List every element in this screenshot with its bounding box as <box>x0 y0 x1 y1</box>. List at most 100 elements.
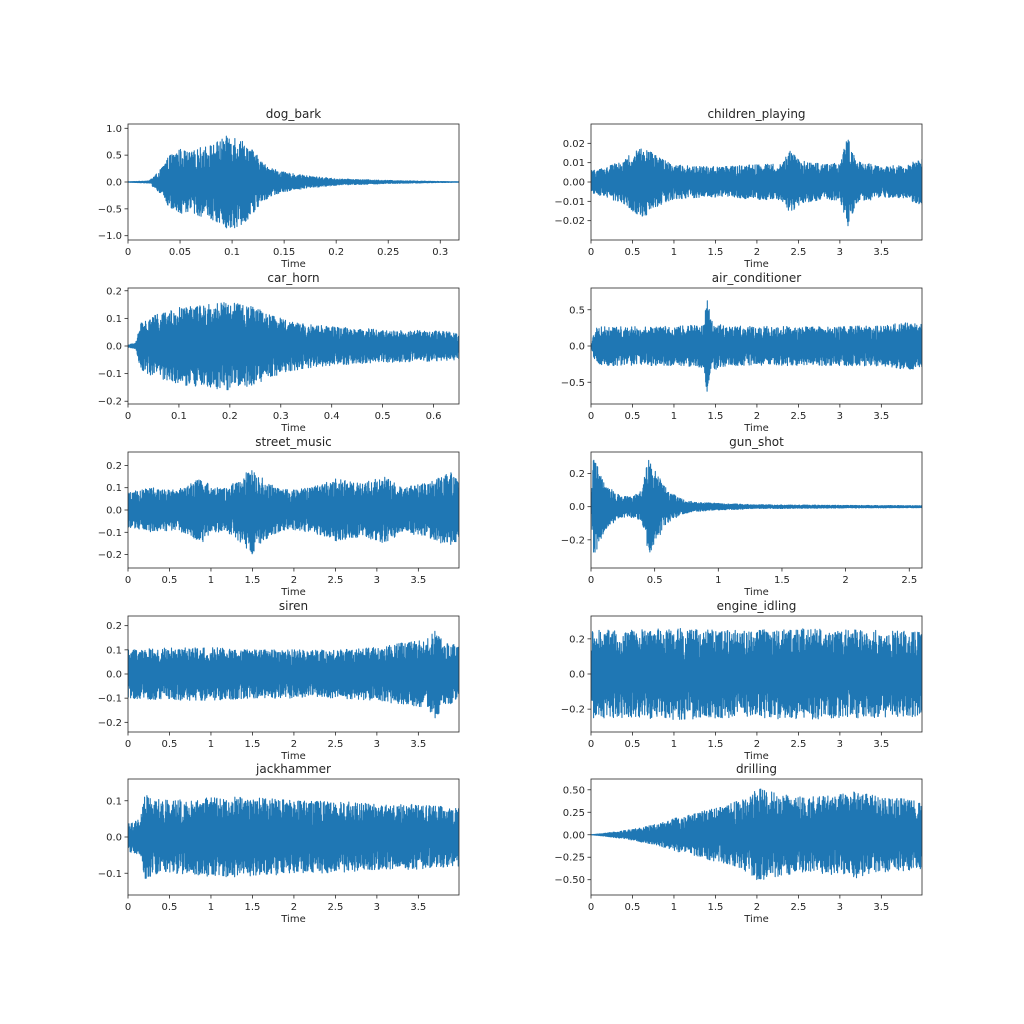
y-tick-label: 0.50 <box>563 785 585 796</box>
waveform-line <box>591 628 922 720</box>
y-tick-label: 0.1 <box>106 645 122 656</box>
waveform-line <box>591 788 922 881</box>
x-tick-label: 3 <box>837 739 843 750</box>
x-tick-label: 0.4 <box>324 411 340 422</box>
y-tick-label: 0.2 <box>569 634 585 645</box>
x-tick-label: 1 <box>208 902 214 913</box>
waveform-line <box>128 630 459 719</box>
subplot-gun_shot: 0 0.5 1 1.5 2 2.5 −0.2 0.0 0.2 gun_shot Time <box>561 435 923 598</box>
x-tick-label: 3 <box>374 575 380 586</box>
x-tick-label: 3.5 <box>873 411 889 422</box>
subplot-air_conditioner: 0 0.5 1 1.5 2 2.5 3 3.5 −0.5 0.0 0.5 air_conditione… <box>561 271 923 434</box>
x-tick-label: 3 <box>837 411 843 422</box>
y-tick-label: −0.2 <box>561 705 585 716</box>
x-tick-label: 2 <box>754 739 760 750</box>
x-tick-label: 1 <box>671 902 677 913</box>
y-tick-label: −0.1 <box>98 528 122 539</box>
x-tick-label: 3.5 <box>410 575 426 586</box>
x-tick-label: 0.1 <box>224 247 240 258</box>
x-tick-label: 0 <box>125 411 131 422</box>
x-tick-label: 1.5 <box>244 739 260 750</box>
subplot-title: car_horn <box>267 271 319 285</box>
subplot-title: street_music <box>255 435 332 449</box>
x-tick-label: 2.5 <box>327 575 343 586</box>
x-tick-label: 1.5 <box>707 411 723 422</box>
subplot-title: engine_idling <box>717 599 797 613</box>
waveform-line <box>128 795 459 879</box>
subplot-dog_bark: 0 0.05 0.1 0.15 0.2 0.25 0.3 −1.0 −0.5 0.0 0.5 1.0 d… <box>98 107 460 270</box>
x-tick-label: 0.5 <box>625 247 641 258</box>
x-tick-label: 0 <box>125 739 131 750</box>
x-tick-label: 0 <box>588 902 594 913</box>
y-tick-label: −0.2 <box>561 535 585 546</box>
y-tick-label: 1.0 <box>106 124 122 135</box>
x-axis-label: Time <box>743 259 768 270</box>
x-tick-label: 1.5 <box>707 247 723 258</box>
x-tick-label: 3.5 <box>873 247 889 258</box>
x-tick-label: 3 <box>374 739 380 750</box>
x-tick-label: 2.5 <box>790 247 806 258</box>
y-tick-label: 0.2 <box>106 286 122 297</box>
x-tick-label: 0.3 <box>432 247 448 258</box>
x-tick-label: 3 <box>837 902 843 913</box>
y-tick-label: −0.1 <box>98 694 122 705</box>
x-tick-label: 0.5 <box>625 739 641 750</box>
subplot-title: children_playing <box>707 107 805 121</box>
y-tick-label: 0.5 <box>106 151 122 162</box>
x-axis-label: Time <box>280 423 305 434</box>
x-tick-label: 0.2 <box>222 411 238 422</box>
x-tick-label: 0 <box>588 247 594 258</box>
y-tick-label: 0.02 <box>563 139 585 150</box>
x-tick-label: 1.5 <box>244 902 260 913</box>
subplot-title: drilling <box>736 762 777 776</box>
x-tick-label: 2 <box>842 575 848 586</box>
x-axis-label: Time <box>280 914 305 925</box>
y-tick-label: 0.00 <box>563 178 585 189</box>
x-tick-label: 0.25 <box>377 247 399 258</box>
x-tick-label: 2 <box>754 411 760 422</box>
x-tick-label: 2.5 <box>790 411 806 422</box>
x-tick-label: 0.1 <box>171 411 187 422</box>
x-tick-label: 1 <box>715 575 721 586</box>
x-tick-label: 1.5 <box>244 575 260 586</box>
x-tick-label: 0.5 <box>162 902 178 913</box>
x-tick-label: 0 <box>125 575 131 586</box>
y-tick-label: 0.0 <box>106 506 122 517</box>
x-tick-label: 2.5 <box>327 739 343 750</box>
x-tick-label: 0.15 <box>273 247 295 258</box>
waveform-line <box>591 139 922 227</box>
x-tick-label: 3.5 <box>873 739 889 750</box>
waveform-line <box>591 459 922 553</box>
y-tick-label: −0.2 <box>98 718 122 729</box>
x-tick-label: 0 <box>588 575 594 586</box>
x-tick-label: 3.5 <box>410 902 426 913</box>
x-axis-label: Time <box>280 587 305 598</box>
x-tick-label: 2.5 <box>790 739 806 750</box>
x-tick-label: 3.5 <box>873 902 889 913</box>
x-tick-label: 1 <box>208 739 214 750</box>
subplot-car_horn: 0 0.1 0.2 0.3 0.4 0.5 0.6 −0.2 −0.1 0.0 0.1 0.2 car_… <box>98 271 460 434</box>
subplot-title: siren <box>279 599 308 613</box>
y-tick-label: −0.2 <box>98 550 122 561</box>
subplot-title: jackhammer <box>255 762 331 776</box>
x-tick-label: 0.5 <box>625 411 641 422</box>
subplot-drilling: 0 0.5 1 1.5 2 2.5 3 3.5 −0.50 −0.25 0.00 0.25 0.50 dr… <box>554 762 923 925</box>
subplot-title: air_conditioner <box>712 271 801 285</box>
y-tick-label: 0.1 <box>106 314 122 325</box>
axes-frame <box>590 778 923 896</box>
x-tick-label: 2.5 <box>327 902 343 913</box>
y-tick-label: 0.0 <box>106 178 122 189</box>
y-tick-label: 0.2 <box>569 469 585 480</box>
waveform-line <box>128 470 459 555</box>
y-tick-label: 0.5 <box>569 305 585 316</box>
y-tick-label: 0.0 <box>106 670 122 681</box>
subplot-title: gun_shot <box>729 435 784 449</box>
waveform-line <box>128 302 459 391</box>
x-tick-label: 0.5 <box>647 575 663 586</box>
x-tick-label: 0.2 <box>328 247 344 258</box>
x-tick-label: 0.3 <box>273 411 289 422</box>
y-tick-label: 0.0 <box>106 342 122 353</box>
y-tick-label: 0.2 <box>106 461 122 472</box>
x-tick-label: 1.5 <box>707 902 723 913</box>
